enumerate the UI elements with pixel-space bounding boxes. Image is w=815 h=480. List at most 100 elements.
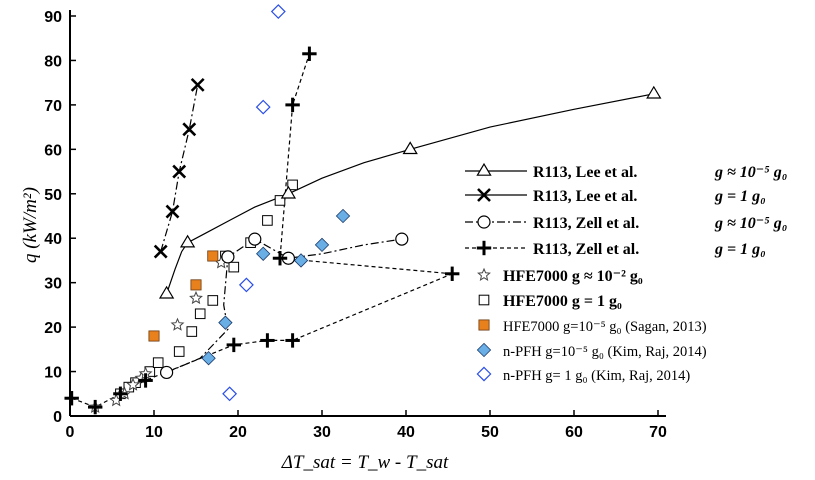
legend-marker xyxy=(478,294,490,306)
data-point xyxy=(238,277,254,293)
legend-item: R113, Lee et al. g = 1 g₀ xyxy=(465,188,766,205)
data-point xyxy=(194,308,206,320)
data-point xyxy=(262,215,273,226)
y-tick-label: 10 xyxy=(44,365,62,382)
data-point xyxy=(88,399,103,415)
legend-item: HFE7000 g=10⁻⁵ g₀ (Sagan, 2013) xyxy=(478,319,707,335)
legend-marker xyxy=(477,267,491,281)
legend-condition: g ≈ 10⁻⁵ g₀ xyxy=(714,164,787,181)
data-point xyxy=(189,290,203,305)
data-point xyxy=(64,391,79,406)
legend-label: R113, Lee et al. xyxy=(533,188,637,205)
legend-marker xyxy=(476,342,492,358)
y-tick-label: 30 xyxy=(44,276,62,293)
data-point xyxy=(148,330,160,342)
y-tick-label: 50 xyxy=(44,187,62,204)
legend-label: HFE7000 g = 1 g₀ xyxy=(503,293,622,310)
data-point xyxy=(260,333,275,348)
data-point xyxy=(293,253,309,268)
data-point xyxy=(222,386,238,402)
data-point xyxy=(402,141,418,155)
data-point xyxy=(170,317,185,331)
legend-label: R113, Lee et al. xyxy=(533,164,637,181)
y-tick-label: 60 xyxy=(44,142,62,159)
legend-marker xyxy=(476,366,492,382)
data-point xyxy=(270,4,286,20)
data-point xyxy=(113,386,128,401)
data-point xyxy=(186,326,198,337)
legend-condition: g ≈ 10⁻⁵ g₀ xyxy=(714,215,787,232)
legend-item: n-PFH g=10⁻⁵ g₀ (Kim, Raj, 2014) xyxy=(476,342,707,360)
data-point xyxy=(207,250,219,262)
data-point xyxy=(182,122,197,137)
data-point xyxy=(314,237,330,253)
data-point xyxy=(172,164,187,179)
data-point xyxy=(201,351,216,366)
x-tick-label: 30 xyxy=(313,424,331,441)
data-point xyxy=(228,261,240,273)
legend-item: HFE7000 g ≈ 10⁻² g₀ xyxy=(477,267,643,285)
y-tick-label: 80 xyxy=(44,53,62,70)
data-point xyxy=(646,85,662,99)
data-point xyxy=(158,285,175,299)
data-point xyxy=(190,77,205,92)
series-line-r113-zell-earth-upper xyxy=(279,53,453,275)
legend-label: n-PFH g= 1 g₀ (Kim, Raj, 2014) xyxy=(503,368,690,384)
y-axis-title: q (kW/m²) xyxy=(20,187,41,263)
series-line-r113-lee-earth xyxy=(160,84,199,252)
legend-item: n-PFH g= 1 g₀ (Kim, Raj, 2014) xyxy=(476,366,690,384)
legend-label: HFE7000 g ≈ 10⁻² g₀ xyxy=(503,268,643,285)
data-point xyxy=(179,234,196,248)
x-tick-label: 20 xyxy=(229,424,247,441)
x-tick-label: 50 xyxy=(481,424,499,441)
legend-label: n-PFH g=10⁻⁵ g₀ (Kim, Raj, 2014) xyxy=(503,344,707,360)
legend-marker xyxy=(476,240,492,256)
data-point xyxy=(126,377,140,391)
x-tick-label: 0 xyxy=(66,424,75,441)
data-point xyxy=(165,204,180,219)
y-tick-label: 0 xyxy=(53,409,62,426)
data-point xyxy=(218,315,233,330)
legend-item: R113, Zell et al. g ≈ 10⁻⁵ g₀ xyxy=(465,215,787,232)
data-point xyxy=(272,251,288,266)
legend-item: HFE7000 g = 1 g₀ xyxy=(478,293,622,310)
legend-label: HFE7000 g=10⁻⁵ g₀ (Sagan, 2013) xyxy=(503,319,707,335)
data-point xyxy=(395,232,409,246)
y-tick-label: 40 xyxy=(44,231,62,248)
legend-condition: g = 1 g₀ xyxy=(714,188,766,205)
x-tick-label: 70 xyxy=(649,424,667,441)
data-point xyxy=(152,357,164,368)
data-point xyxy=(248,232,262,246)
data-point xyxy=(207,295,219,306)
data-point xyxy=(285,333,300,348)
data-point xyxy=(274,195,286,206)
legend-marker xyxy=(476,162,492,176)
legend-marker xyxy=(477,215,491,229)
series-line-r113-lee-microgravity xyxy=(166,93,654,294)
y-tick-label: 90 xyxy=(44,9,62,26)
x-tick-label: 10 xyxy=(145,424,163,441)
legend-label: R113, Zell et al. xyxy=(533,215,639,232)
data-points xyxy=(64,4,662,415)
legend-condition: g = 1 g₀ xyxy=(714,241,766,258)
data-point xyxy=(302,46,317,61)
axes: 0 10 20 30 40 50 60 70 0 10 20 30 40 50 60 70 80 90 xyxy=(44,9,667,441)
data-point xyxy=(160,365,174,380)
legend-marker xyxy=(478,319,490,331)
x-axis-title: ΔT_sat = T_w - T_sat xyxy=(281,452,449,473)
data-point xyxy=(280,185,297,199)
data-point xyxy=(138,373,153,388)
data-point xyxy=(445,266,460,281)
legend-item: R113, Lee et al. g ≈ 10⁻⁵ g₀ xyxy=(465,162,787,181)
series-line-r113-zell-microgravity xyxy=(166,238,402,373)
data-point xyxy=(335,208,351,224)
data-point xyxy=(153,244,168,259)
legend-marker xyxy=(477,188,491,202)
data-point xyxy=(285,97,300,113)
data-point xyxy=(287,179,298,191)
data-point xyxy=(226,337,241,353)
data-point xyxy=(221,250,235,264)
data-point xyxy=(190,279,202,291)
